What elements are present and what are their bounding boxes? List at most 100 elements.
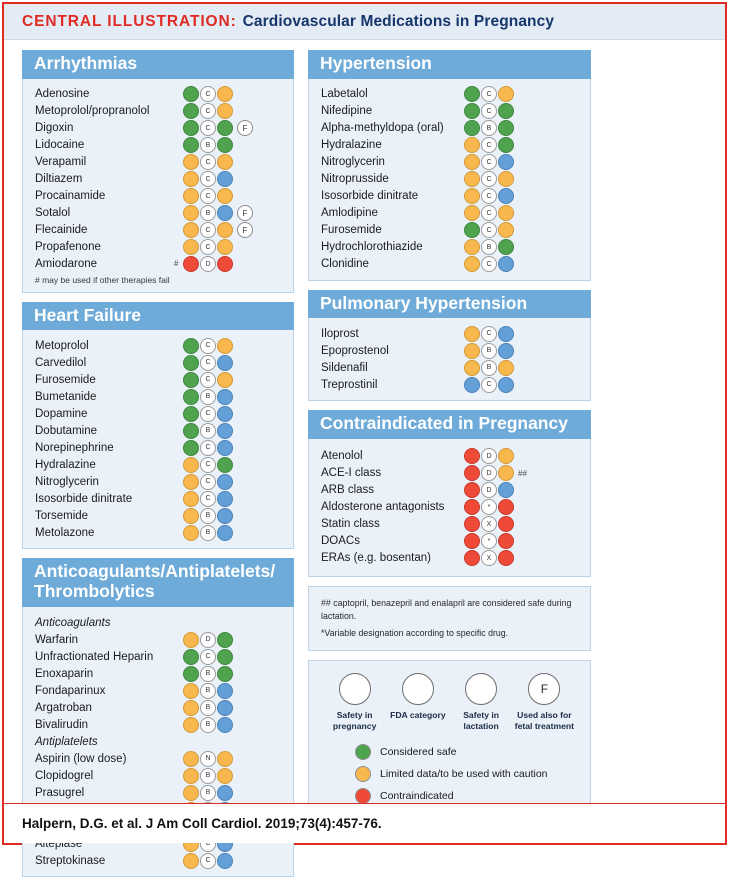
- status-dots: C: [183, 188, 234, 205]
- panel-heart-failure: Heart Failure Metoprolol C Carvedilol C Furo…: [22, 301, 294, 550]
- drug-name: Enoxaparin: [35, 667, 94, 680]
- drug-row: Hydralazine C: [35, 456, 283, 473]
- safety-pregnancy-dot: [464, 205, 480, 222]
- fda-category-dot: C: [200, 188, 216, 205]
- panel-pulmonary-hypertension: Pulmonary Hypertension Iloprost C Epoprost…: [308, 289, 591, 402]
- central-illustration-label: CENTRAL ILLUSTRATION:: [22, 12, 237, 30]
- status-dots: B: [464, 120, 515, 137]
- safety-pregnancy-dot: [183, 682, 199, 699]
- panel-header-anticoagulants: Anticoagulants/Antiplatelets/ Thrombolyt…: [22, 558, 294, 608]
- safety-lactation-dot: [498, 516, 514, 533]
- drug-row: Carvedilol C: [35, 354, 283, 371]
- safety-pregnancy-dot: [183, 699, 199, 716]
- status-dots: C: [183, 354, 234, 371]
- drug-name: Metoprolol/propranolol: [35, 105, 150, 118]
- safety-lactation-dot: [217, 337, 233, 354]
- safety-pregnancy-dot: [183, 120, 199, 137]
- safety-pregnancy-dot: [183, 222, 199, 239]
- status-dots: C: [183, 171, 234, 188]
- safety-lactation-dot: [498, 239, 514, 256]
- drug-name: Digoxin: [35, 122, 74, 135]
- drug-group-label: Anticoagulants: [35, 614, 283, 631]
- status-dots: N: [183, 750, 234, 767]
- drug-name: Dobutamine: [35, 424, 98, 437]
- status-dots: C: [183, 473, 234, 490]
- drug-row: ARB class D: [321, 482, 580, 499]
- safety-pregnancy-dot: [183, 750, 199, 767]
- safety-lactation-dot: [217, 222, 233, 239]
- drug-name: Bivalirudin: [35, 718, 89, 731]
- drug-name: Furosemide: [35, 373, 96, 386]
- drug-name: Norepinephrine: [35, 441, 114, 454]
- fda-category-dot: B: [200, 137, 216, 154]
- safety-lactation-dot: [498, 205, 514, 222]
- footnote-arrhythmias: # may be used if other therapies fail: [35, 274, 170, 285]
- safety-pregnancy-dot: [183, 422, 199, 439]
- safety-pregnancy-dot: [183, 507, 199, 524]
- drug-name: Metoprolol: [35, 339, 89, 352]
- safety-pregnancy-dot: [183, 205, 199, 222]
- drug-name: Isosorbide dinitrate: [321, 190, 419, 203]
- status-dots: C: [183, 456, 234, 473]
- drug-row: Treprostinil C: [321, 376, 580, 393]
- drug-row: Iloprost C: [321, 325, 580, 342]
- drug-name: Anticoagulants: [35, 616, 111, 629]
- legend-circle-caption: FDA category: [390, 710, 446, 721]
- drug-row: DOACs *: [321, 533, 580, 550]
- drug-name: Atenolol: [321, 450, 363, 463]
- drug-name: Hydralazine: [321, 139, 382, 152]
- drug-row: Amiodarone # D: [35, 256, 283, 273]
- drug-row: Epoprostenol B: [321, 342, 580, 359]
- safety-pregnancy-dot: [183, 371, 199, 388]
- panel-header-anticoagulants-line2: Thrombolytics: [34, 580, 155, 601]
- safety-pregnancy-dot: [464, 376, 480, 393]
- drug-name: Argatroban: [35, 701, 92, 714]
- drug-row: Dobutamine B: [35, 422, 283, 439]
- fda-category-dot: C: [481, 256, 497, 273]
- fda-category-dot: B: [481, 239, 497, 256]
- fda-category-dot: X: [481, 550, 497, 567]
- drug-row: Sildenafil B: [321, 359, 580, 376]
- safety-lactation-dot: [217, 371, 233, 388]
- fda-category-dot: C: [200, 86, 216, 103]
- safety-lactation-dot: [217, 784, 233, 801]
- safety-lactation-dot: [498, 499, 514, 516]
- safety-pregnancy-dot: [464, 103, 480, 120]
- drug-name: Dopamine: [35, 407, 88, 420]
- drug-row: Diltiazem C: [35, 171, 283, 188]
- drug-row: Aldosterone antagonists *: [321, 499, 580, 516]
- safety-pregnancy-dot: [183, 103, 199, 120]
- notes-panel: ## captopril, benazepril and enalapril a…: [308, 585, 591, 652]
- safety-lactation-dot: [498, 222, 514, 239]
- fda-category-dot: C: [481, 325, 497, 342]
- safety-lactation-dot: [217, 490, 233, 507]
- status-dots: B: [464, 359, 515, 376]
- citation-bar: Halpern, D.G. et al. J Am Coll Cardiol. …: [4, 803, 725, 843]
- drug-name: Labetalol: [321, 88, 368, 101]
- legend-label: Considered safe: [380, 745, 457, 758]
- fda-category-dot: D: [200, 256, 216, 273]
- status-dots: B: [464, 342, 515, 359]
- panel-arrhythmias: Arrhythmias Adenosine C Metoprolol/propran…: [22, 50, 294, 293]
- drug-row: Metoprolol C: [35, 337, 283, 354]
- fda-category-dot: C: [481, 171, 497, 188]
- legend-label: Limited data/to be used with caution: [380, 767, 548, 780]
- legend-circle-caption: Safety in pregnancy: [332, 710, 377, 731]
- safety-lactation-dot: [217, 665, 233, 682]
- fda-category-dot: C: [200, 154, 216, 171]
- drug-row: Labetalol C: [321, 86, 580, 103]
- safety-lactation-dot: [498, 482, 514, 499]
- status-dots: C: [464, 154, 515, 171]
- status-dots: D: [183, 631, 234, 648]
- safety-lactation-dot: [217, 103, 233, 120]
- status-dots: C: [183, 371, 234, 388]
- status-dots: C: [183, 239, 234, 256]
- drug-row: Clopidogrel B: [35, 767, 283, 784]
- drug-row: Lidocaine B: [35, 137, 283, 154]
- panel-body-contraindicated: Atenolol D ACE-I class D ## ARB class D Aldoste…: [308, 438, 591, 577]
- drug-name: Prasugrel: [35, 786, 85, 799]
- panel-body-arrhythmias: Adenosine C Metoprolol/propranolol C Digoxin…: [22, 78, 294, 293]
- safety-lactation-dot: [217, 239, 233, 256]
